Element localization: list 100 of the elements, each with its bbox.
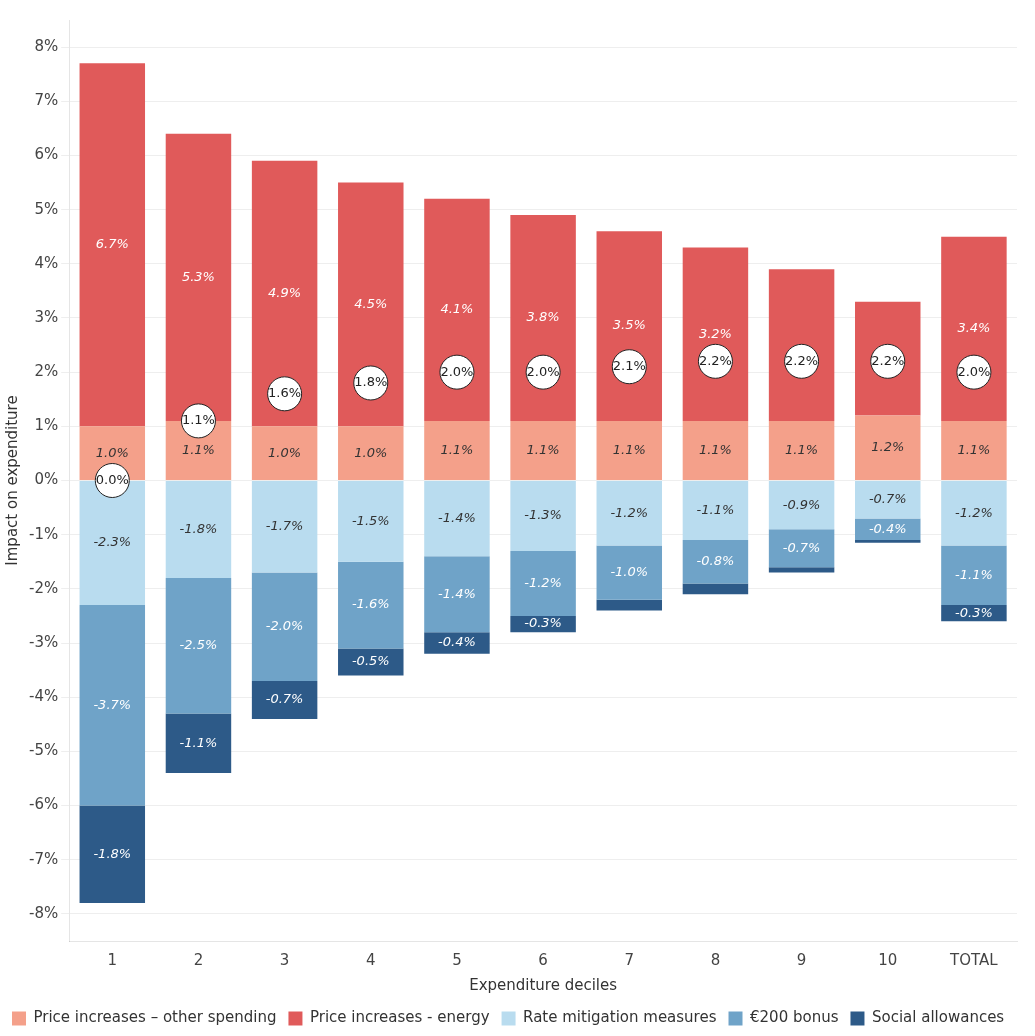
y-tick-label: -8% [28,903,59,922]
bar [682,481,749,541]
data-label: 6.7% [95,236,129,252]
data-label: 1.1% [698,441,732,457]
bar [251,572,318,681]
data-label: -3.7% [93,696,132,712]
data-label: -2.5% [179,637,218,653]
bar [338,561,404,649]
y-axis-title: Impact on expenditure [2,395,21,566]
x-tick-label: 10 [878,950,898,969]
data-label: 4.5% [354,295,388,311]
legend-label: Rate mitigation measures [523,1008,717,1027]
bar [855,540,921,543]
data-label: 1.1% [526,441,560,457]
y-tick-label: 3% [34,307,59,326]
data-label: 2.2% [698,352,732,368]
bar [510,550,576,616]
x-tick-label: TOTAL [949,950,999,969]
y-tick-label: 1% [34,416,59,435]
y-tick-label: -2% [28,578,59,597]
data-label: 3.2% [698,325,732,341]
bar [251,160,318,427]
data-label: 1.1% [957,441,991,457]
y-tick-label: 4% [34,253,59,272]
data-label: 1.2% [871,439,905,455]
bar [768,529,835,568]
bar [510,481,576,551]
bar [596,481,663,546]
bar [596,599,663,611]
x-tick-label: 5 [452,950,462,969]
data-label: 2.0% [440,363,474,379]
x-tick-label: 3 [279,950,290,969]
y-tick-label: -1% [28,524,59,543]
data-label: -1.2% [955,504,993,520]
data-label: 4.9% [268,284,302,300]
bar [855,415,921,480]
y-tick-label: -5% [28,741,59,760]
bar [596,420,663,480]
data-label: -1.6% [351,596,390,612]
data-label: -0.5% [351,653,390,669]
bar [424,420,490,480]
legend-label: Price increases – other spending [33,1008,277,1027]
bar [682,540,749,584]
bar [768,481,835,530]
bar [682,583,749,595]
data-label: 4.1% [440,301,474,317]
data-label: 2.1% [612,358,646,374]
data-label: -0.9% [782,496,821,512]
bar [338,481,404,562]
bar [768,269,835,421]
data-label: -1.1% [955,566,993,582]
bar [338,426,404,480]
data-label: 1.0% [268,444,302,460]
data-label: -1.8% [93,845,132,861]
bar [251,680,318,719]
y-tick-label: -3% [28,632,59,651]
y-tick-label: 7% [34,91,59,110]
data-label: 2.2% [871,352,905,368]
data-label: 1.8% [354,374,388,390]
y-tick-label: 6% [34,145,59,164]
x-tick-label: 8 [710,950,721,969]
bar [941,236,1007,421]
bar [855,481,921,519]
data-label: -1.4% [438,510,476,526]
data-label: -2.3% [93,534,132,550]
data-label: -1.1% [179,734,218,750]
data-label: -0.8% [696,553,735,569]
data-label: 1.1% [440,441,474,457]
x-tick-label: 9 [796,950,807,969]
data-label: 2.0% [957,363,991,379]
data-label: -1.1% [696,501,735,517]
y-tick-label: 5% [34,199,59,218]
data-label: 1.0% [95,444,129,460]
x-axis-title: Expenditure deciles [469,975,618,994]
bar [424,481,490,557]
bar [165,481,232,579]
y-tick-label: -7% [28,849,59,868]
data-label: -0.3% [955,604,993,620]
data-label: -1.2% [610,504,649,520]
x-tick-label: 6 [538,950,548,969]
y-tick-label: -4% [28,687,59,706]
data-label: -1.7% [265,518,304,534]
y-tick-label: 0% [34,470,59,489]
data-label: 3.5% [612,317,646,333]
bar [424,632,490,654]
data-label: 1.1% [181,441,215,457]
data-label: 0.0% [95,471,129,487]
bar [768,420,835,480]
data-label: -0.7% [265,691,304,707]
data-label: -1.4% [438,585,476,601]
data-label: -1.3% [524,507,562,523]
bar [596,545,663,600]
legend-label: Price increases - energy [309,1008,490,1027]
data-label: 1.1% [612,441,646,457]
bar [424,556,490,633]
x-tick-label: 1 [107,950,118,969]
data-label: 2.2% [785,352,819,368]
data-label: -0.4% [868,520,907,536]
data-label: 5.3% [181,268,215,284]
data-label: -0.4% [438,634,476,650]
